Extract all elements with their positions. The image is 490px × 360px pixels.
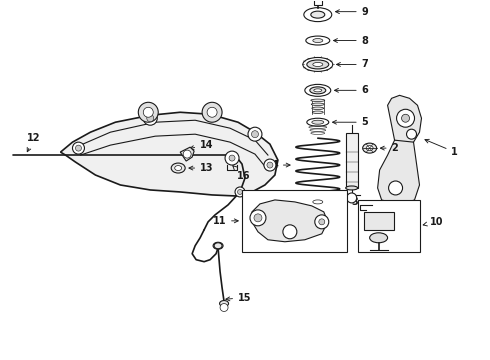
Text: 12: 12 <box>27 133 41 152</box>
Polygon shape <box>388 95 421 146</box>
Ellipse shape <box>313 200 323 204</box>
Bar <box>346 133 358 188</box>
Text: 13: 13 <box>189 163 214 173</box>
Circle shape <box>389 181 403 195</box>
Circle shape <box>315 215 329 229</box>
Ellipse shape <box>171 163 185 173</box>
Text: 4: 4 <box>271 160 290 170</box>
Ellipse shape <box>307 118 329 126</box>
Ellipse shape <box>311 99 325 102</box>
Ellipse shape <box>311 11 325 18</box>
Ellipse shape <box>369 233 388 243</box>
Ellipse shape <box>306 197 330 206</box>
Bar <box>314 0 322 5</box>
Ellipse shape <box>314 89 322 92</box>
Ellipse shape <box>213 242 223 249</box>
Circle shape <box>235 187 245 197</box>
Ellipse shape <box>366 146 373 150</box>
Circle shape <box>75 145 81 151</box>
Circle shape <box>207 107 217 117</box>
Text: 15: 15 <box>226 293 251 302</box>
Ellipse shape <box>175 166 182 171</box>
Circle shape <box>251 131 258 138</box>
Circle shape <box>264 159 276 171</box>
Circle shape <box>147 115 154 122</box>
Text: 6: 6 <box>335 85 368 95</box>
Text: 5: 5 <box>333 117 368 127</box>
Circle shape <box>220 303 228 311</box>
Ellipse shape <box>312 120 324 124</box>
Circle shape <box>267 162 273 168</box>
Ellipse shape <box>304 8 332 22</box>
Ellipse shape <box>311 103 324 105</box>
Ellipse shape <box>313 62 323 67</box>
Circle shape <box>238 189 243 194</box>
Circle shape <box>202 102 222 122</box>
Ellipse shape <box>363 143 377 153</box>
Circle shape <box>183 150 191 158</box>
Ellipse shape <box>346 186 358 190</box>
Circle shape <box>73 142 84 154</box>
Ellipse shape <box>214 243 222 249</box>
Ellipse shape <box>313 39 323 42</box>
Text: 3: 3 <box>341 197 359 207</box>
Polygon shape <box>252 200 328 242</box>
Circle shape <box>248 127 262 141</box>
Circle shape <box>143 111 157 125</box>
Ellipse shape <box>312 107 324 109</box>
Text: 9: 9 <box>336 6 368 17</box>
Circle shape <box>254 214 262 222</box>
Circle shape <box>138 102 158 122</box>
Circle shape <box>407 129 416 139</box>
Ellipse shape <box>305 84 331 96</box>
Circle shape <box>229 155 235 161</box>
Text: 8: 8 <box>334 36 368 46</box>
Circle shape <box>250 210 266 226</box>
Circle shape <box>396 109 415 127</box>
Text: 14: 14 <box>190 140 214 150</box>
Text: 16: 16 <box>233 166 250 181</box>
Text: 7: 7 <box>337 59 368 69</box>
Ellipse shape <box>307 60 329 69</box>
Bar <box>242 190 347 252</box>
Circle shape <box>347 193 357 203</box>
Bar <box>364 212 393 230</box>
Text: 10: 10 <box>423 217 443 227</box>
Ellipse shape <box>306 36 330 45</box>
Circle shape <box>319 219 325 225</box>
Polygon shape <box>378 140 419 205</box>
Circle shape <box>283 225 297 239</box>
Circle shape <box>143 107 153 117</box>
Text: 1: 1 <box>425 139 458 157</box>
Text: 2: 2 <box>380 143 398 153</box>
Circle shape <box>401 114 410 122</box>
Ellipse shape <box>310 87 326 94</box>
Circle shape <box>225 151 239 165</box>
Text: 11: 11 <box>213 216 238 226</box>
Ellipse shape <box>220 301 228 306</box>
Polygon shape <box>61 112 278 196</box>
Bar <box>358 200 419 252</box>
Ellipse shape <box>303 58 333 71</box>
Polygon shape <box>180 147 194 161</box>
Ellipse shape <box>299 195 337 209</box>
Ellipse shape <box>312 111 323 113</box>
